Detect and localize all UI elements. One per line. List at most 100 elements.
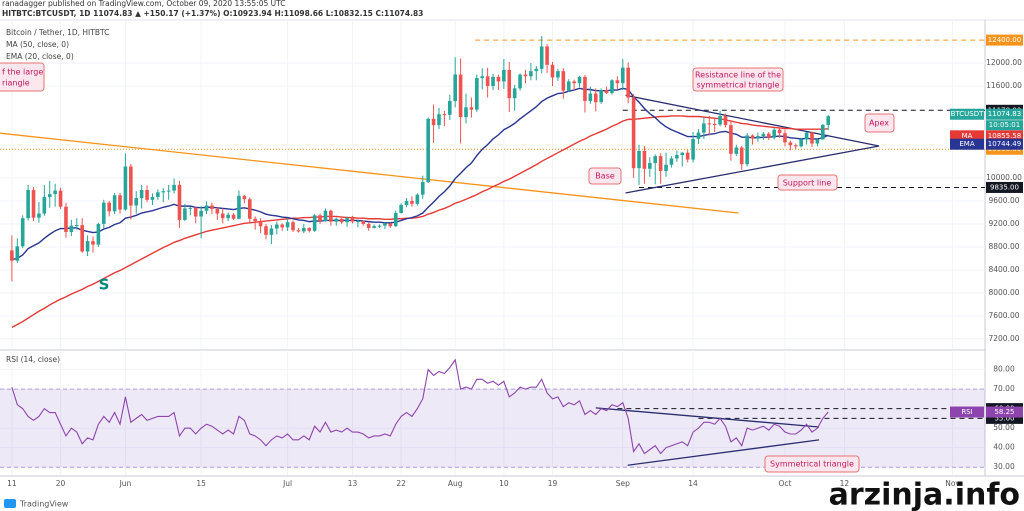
price-tag: BTCUSDT xyxy=(951,110,985,118)
candle-body xyxy=(534,68,539,72)
price-tag-box xyxy=(950,108,984,120)
level-label: 55.00 xyxy=(994,414,1014,422)
candle-body xyxy=(669,158,674,165)
candle-body xyxy=(772,129,776,138)
candle-body xyxy=(529,71,533,77)
x-tick-label: 14 xyxy=(688,479,698,488)
candle-body xyxy=(702,123,706,133)
candle-body xyxy=(274,224,279,229)
candle-body xyxy=(220,213,225,219)
ma-tag: MA xyxy=(962,132,973,140)
level-box xyxy=(986,412,1023,424)
y-tick-label: 8800.00 xyxy=(988,242,1019,251)
y-tick-label: 30.00 xyxy=(993,462,1015,471)
countdown-box xyxy=(986,120,1023,131)
rsi-tag-box xyxy=(950,406,984,418)
y-tick-label: 11600.00 xyxy=(986,81,1022,90)
candle-body xyxy=(118,195,122,210)
y-tick-label: 50.00 xyxy=(993,423,1015,432)
candle-body xyxy=(437,114,441,126)
candle-body xyxy=(296,230,301,232)
candle-body xyxy=(280,224,285,228)
candle-body xyxy=(539,46,544,69)
y-tick-label: 70.00 xyxy=(993,384,1015,393)
candle-body xyxy=(20,218,25,247)
ma-value: 10855.58 xyxy=(988,132,1021,140)
rsi-value-box xyxy=(986,406,1023,418)
candle-body xyxy=(788,142,793,146)
candle-body xyxy=(431,118,436,126)
candle-body xyxy=(361,221,366,224)
note-text: Apex xyxy=(869,119,889,128)
candle-body xyxy=(637,150,641,169)
trend-line xyxy=(627,439,820,466)
y-tick-label: 7600.00 xyxy=(988,311,1019,320)
brand: TradingView xyxy=(4,499,69,509)
ema-tag: EMA xyxy=(959,140,974,148)
candle-body xyxy=(58,190,63,207)
candle-body xyxy=(615,80,620,84)
candle-body xyxy=(15,246,20,261)
candle-body xyxy=(339,218,344,223)
candle-body xyxy=(74,225,79,227)
candle-body xyxy=(583,76,587,101)
candle-body xyxy=(502,69,506,82)
candle-body xyxy=(821,124,825,140)
s-marker: S xyxy=(99,276,110,294)
candle-body xyxy=(264,226,268,235)
x-tick-label: 10 xyxy=(499,479,509,488)
candle-body xyxy=(464,107,468,118)
candle-body xyxy=(729,125,733,154)
candle-body xyxy=(626,67,630,98)
candle-body xyxy=(237,195,241,219)
candle-body xyxy=(739,147,744,165)
candle-body xyxy=(572,81,576,84)
candle-body xyxy=(561,71,566,91)
candle-body xyxy=(366,223,371,228)
candle-body xyxy=(815,139,820,144)
candle-body xyxy=(258,221,263,227)
candle-body xyxy=(226,214,230,219)
candle-body xyxy=(442,114,447,116)
candle-body xyxy=(204,205,209,211)
candle-body xyxy=(426,118,430,182)
candle-body xyxy=(512,88,517,99)
level-box xyxy=(986,181,1023,193)
candle-body xyxy=(469,107,474,110)
candle-body xyxy=(475,78,479,110)
ma-tag-box xyxy=(950,130,984,142)
note-text: f the large xyxy=(2,68,43,77)
candle-body xyxy=(480,76,485,79)
note-text: Support line xyxy=(783,179,832,188)
candle-body xyxy=(323,210,328,222)
candle-body xyxy=(231,214,236,219)
legend-entry: MA (50, close, 0) xyxy=(6,40,69,49)
level-label: 9835.00 xyxy=(990,183,1019,191)
candle-body xyxy=(247,199,252,219)
candle-body xyxy=(745,135,749,165)
candle-body xyxy=(37,213,41,218)
y-tick-label: 9200.00 xyxy=(988,219,1019,228)
candle-body xyxy=(604,90,609,93)
candle-body xyxy=(566,81,571,91)
candle-body xyxy=(307,227,312,231)
chart-title: Bitcoin / Tether, 1D, HITBTC xyxy=(6,28,109,37)
note-text: Symmetrical triangle xyxy=(770,460,854,469)
candle-body xyxy=(145,190,149,200)
note-box xyxy=(0,62,45,92)
y-tick-label: 8000.00 xyxy=(988,288,1019,297)
candle-body xyxy=(166,190,171,192)
candle-body xyxy=(253,218,257,222)
candle-body xyxy=(64,206,68,232)
candle-body xyxy=(453,74,457,101)
level-label: 12400.00 xyxy=(988,36,1021,44)
y-tick-label: 8400.00 xyxy=(988,265,1019,274)
candle-body xyxy=(80,225,84,252)
candle-body xyxy=(610,80,614,93)
candle-body xyxy=(545,46,549,65)
candle-body xyxy=(318,215,322,222)
candle-body xyxy=(172,184,176,191)
rsi-tag: RSI xyxy=(961,408,972,416)
candle-body xyxy=(642,150,647,169)
x-tick-label: Nov xyxy=(945,479,960,488)
